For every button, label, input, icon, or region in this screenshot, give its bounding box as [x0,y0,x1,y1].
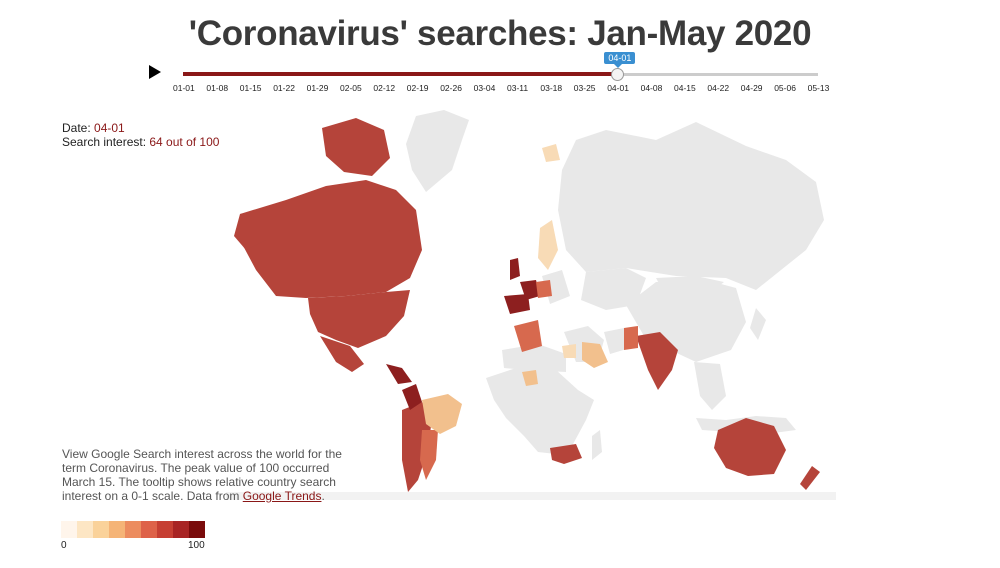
country-africa-central [486,368,594,454]
legend-swatch-6 [157,521,173,538]
mid-interest-regions [420,280,638,480]
light-interest-regions [422,342,608,434]
country-madagascar [592,430,602,460]
country-afghanistan [604,328,630,354]
country-australia [714,418,786,476]
chart-title: 'Coronavirus' searches: Jan-May 2020 [188,14,812,53]
no-data-regions [226,110,836,500]
tick-02-12: 02-12 [373,83,396,93]
country-spain [504,294,530,314]
interest-label: Search interest: [62,135,150,149]
country-sahel [502,344,566,372]
legend-swatch-4 [125,521,141,538]
tick-01-15: 01-15 [239,83,262,93]
google-trends-link[interactable]: Google Trends [242,489,322,503]
country-new-zealand [800,466,820,490]
tick-05-06: 05-06 [774,83,796,93]
tick-04-29: 04-29 [740,83,763,93]
country-mexico [320,336,364,372]
country-scandinavia [538,220,558,270]
legend-swatch-1 [77,521,93,538]
country-russia [558,122,824,290]
slider-ticks: 01-01 01-08 01-15 01-22 01-29 02-05 02-12 02-19… [173,83,853,95]
country-south-africa [550,444,582,464]
tick-01-22: 01-22 [273,83,295,93]
high-interest-regions [234,118,820,492]
country-greenland [406,110,469,192]
date-value: 04-01 [94,121,125,135]
legend-max-label: 100 [188,540,205,551]
play-icon [149,65,161,79]
legend-min-label: 0 [61,540,67,551]
country-egypt-region [562,344,576,358]
slider-progress [183,72,618,76]
slider-thumb[interactable] [611,68,625,81]
tick-04-22: 04-22 [707,83,730,93]
country-peru [402,384,422,410]
country-central-america [386,364,412,384]
country-mongolia [656,276,724,296]
country-argentina [420,430,438,480]
country-algeria [514,320,542,352]
country-france [520,280,540,300]
legend-swatch-7 [173,521,189,538]
legend-labels: 0 100 [61,538,206,551]
tick-03-25: 03-25 [573,83,596,93]
play-button[interactable] [148,64,166,82]
info-panel: Date: 04-01 Search interest: 64 out of 1… [62,121,219,149]
tick-03-18: 03-18 [540,83,563,93]
country-svalbard [542,144,560,162]
date-label: Date: [62,121,95,135]
country-nigeria [522,370,538,386]
tick-02-26: 02-26 [440,83,462,93]
tick-03-11: 03-11 [507,83,529,93]
country-alaska [234,210,266,250]
country-antarctica-edge [226,492,836,500]
country-germany-region [536,280,552,298]
country-kazakhstan [581,268,646,310]
country-usa [308,290,410,348]
description: View Google Search interest across the w… [62,447,354,503]
country-india [636,332,678,390]
country-japan [750,308,766,340]
tick-01-08: 01-08 [206,83,229,93]
world-map[interactable] [226,100,836,500]
tick-03-04: 03-04 [473,83,496,93]
interest-value: 64 out of 100 [149,135,220,149]
legend-swatch-0 [61,521,77,538]
tick-01-29: 01-29 [306,83,329,93]
tick-02-05: 02-05 [340,83,362,93]
tick-01-01: 01-01 [173,83,195,93]
country-arctic-islands [322,118,390,176]
slider-thumb-label: 04-01 [604,52,636,68]
legend-swatch-5 [141,521,157,538]
country-uk-ireland [510,258,520,280]
date-slider[interactable]: 04-01 01-01 01-08 01-15 01-22 01-29 02-05 02-1… [173,52,829,106]
country-canada [240,180,422,298]
tick-04-01: 04-01 [607,83,629,93]
tick-04-08: 04-08 [640,83,663,93]
tick-02-19: 02-19 [406,83,429,93]
country-south-america-west [402,402,432,492]
interest-readout: Search interest: 64 out of 100 [62,135,219,149]
date-readout: Date: 04-01 [62,121,219,135]
country-se-asia [694,362,726,410]
country-saudi-arabia [582,342,608,368]
very-high-interest-regions [386,258,540,410]
description-text: View Google Search interest across the w… [62,447,342,503]
legend-swatch-2 [93,521,109,538]
legend-swatch-3 [109,521,125,538]
tick-04-15: 04-15 [674,83,696,93]
legend-swatches [61,521,206,538]
country-brazil [422,394,462,434]
description-end: . [321,489,325,503]
legend-swatch-8 [189,521,205,538]
color-legend: 0 100 [61,521,206,551]
pale-interest-regions [538,144,576,358]
tick-05-13: 05-13 [807,83,830,93]
country-pakistan [624,326,638,350]
